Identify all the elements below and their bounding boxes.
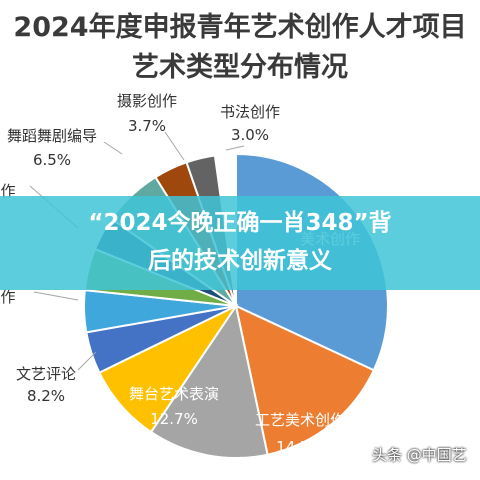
watermark: 头条 @中国艺	[372, 446, 467, 464]
slice-value-8: 6.5%	[33, 151, 71, 169]
slice-labels: 美术创作工艺美术创作14.7%舞台艺术表演12.7%文艺评论8.2%舞蹈舞剧编导…	[0, 92, 360, 456]
chart-title-line-2: 艺术类型分布情况	[132, 52, 348, 83]
overlay-banner	[0, 196, 480, 290]
banner-line-1: “2024今晚正确一肖348”背	[88, 210, 392, 236]
slice-value-2: 12.7%	[150, 410, 198, 428]
slice-label-10: 书法创作	[220, 103, 280, 121]
slice-label-1: 工艺美术创作	[255, 411, 345, 429]
leader-line-5	[33, 291, 79, 301]
leader-line-0	[77, 351, 97, 371]
chart-title-line-1: 2024年度申报青年艺术创作人才项目	[13, 12, 467, 43]
slice-label-3: 文艺评论	[16, 365, 76, 383]
pie-slice-2	[149, 303, 269, 459]
partial-label-left-lower: 作	[0, 288, 15, 306]
slice-label-9: 摄影创作	[117, 92, 177, 110]
banner-line-2: 后的技术创新意义	[148, 248, 332, 274]
leader-line-2	[164, 131, 185, 161]
partial-label-left-upper: 作	[0, 182, 15, 200]
pie-slice-1	[234, 304, 376, 456]
chart-title: 2024年度申报青年艺术创作人才项目 艺术类型分布情况	[0, 8, 480, 88]
slice-value-3: 8.2%	[27, 387, 65, 405]
slice-value-9: 3.7%	[128, 117, 166, 135]
slice-value-1: 14.7%	[276, 438, 324, 456]
slice-label-2: 舞台艺术表演	[129, 385, 219, 403]
slice-value-10: 3.0%	[231, 126, 269, 144]
leader-line-1	[103, 141, 123, 155]
slice-label-8: 舞蹈舞剧编导	[7, 127, 97, 145]
overlay-banner-text: “2024今晚正确一肖348”背 后的技术创新意义	[0, 196, 480, 280]
leader-line-3	[225, 145, 245, 151]
